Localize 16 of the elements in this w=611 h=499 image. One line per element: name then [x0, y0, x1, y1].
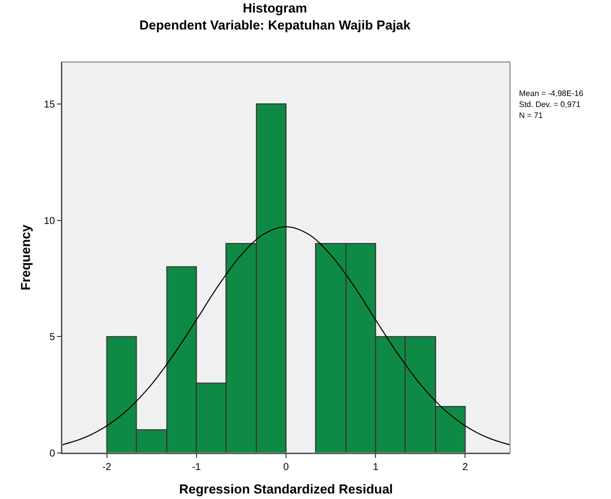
x-tick-label: 1: [372, 462, 379, 473]
text: N = 71: [519, 111, 544, 120]
text: Mean = -4,98E-16: [519, 89, 584, 98]
x-tick-label: -2: [102, 462, 112, 473]
x-tick-label: 0: [283, 462, 290, 473]
chart-title: Histogram: [242, 0, 308, 16]
x-tick-label: 2: [462, 462, 468, 473]
x-axis-title: Regression Standardized Residual: [179, 482, 393, 497]
y-tick-label: 0: [49, 448, 56, 460]
y-tick-label: 15: [44, 99, 56, 110]
y-tick-label: 5: [49, 332, 56, 344]
y-axis-title: Frequency: [18, 224, 33, 290]
x-tick-label: -1: [192, 462, 202, 473]
text: Std. Dev. = 0,971: [519, 100, 581, 109]
chart-subtitle: Dependent Variable: Kepatuhan Wajib Pajak: [139, 17, 412, 32]
y-tick-label: 10: [44, 216, 56, 227]
